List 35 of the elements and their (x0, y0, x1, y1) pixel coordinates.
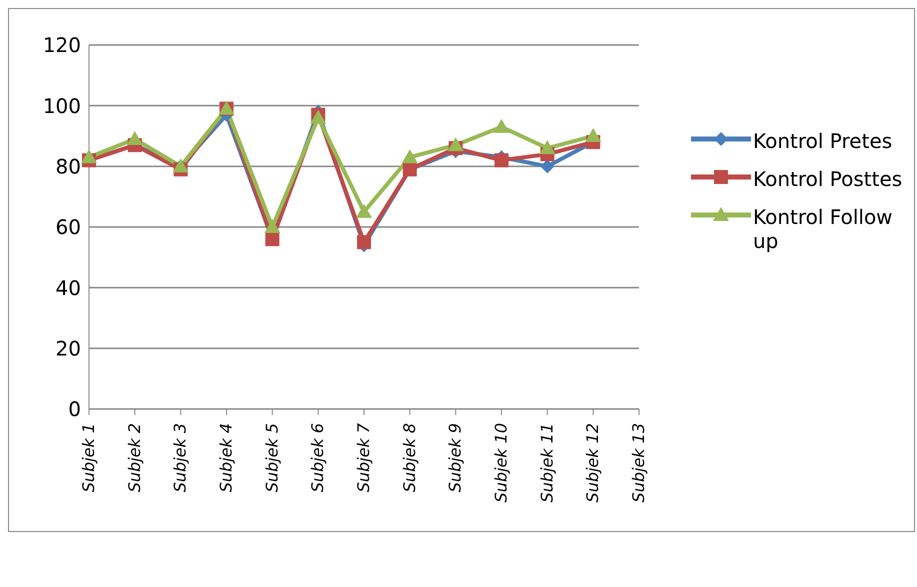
x-tick-label: Subjek 4 (216, 423, 236, 492)
x-tick-label: Subjek 13 (629, 423, 648, 502)
x-tick-label: Subjek 1 (79, 423, 98, 492)
y-tick-label: 60 (56, 215, 81, 240)
x-tick-label: Subjek 11 (537, 423, 556, 502)
legend-label: Kontrol Pretes (753, 129, 892, 153)
point (356, 204, 372, 218)
point (402, 149, 418, 164)
x-tick-label: Subjek 7 (354, 422, 373, 492)
x-tick-label: Subjek 10 (492, 423, 510, 502)
y-tick-label: 0 (68, 397, 81, 422)
x-tick-label: Subjek 3 (170, 423, 190, 492)
y-tick-label: 20 (56, 336, 81, 360)
point (539, 140, 556, 154)
x-tick-label: Subjek 8 (400, 423, 419, 492)
point (357, 235, 371, 250)
point (540, 159, 554, 174)
x-tick-label: Subjek 5 (262, 423, 282, 492)
x-tick-label: Subjek 12 (583, 423, 602, 502)
x-tick-label: Subjek 9 (446, 423, 465, 492)
point (448, 137, 464, 152)
point (494, 118, 510, 133)
legend-label: Kontrol Follow up (753, 205, 894, 253)
point (264, 219, 280, 233)
legend-label: Kontrol Posttes (753, 167, 902, 191)
point (494, 153, 508, 168)
point (585, 128, 602, 142)
y-tick-label: 100 (42, 94, 81, 118)
y-tick-label: 40 (56, 276, 81, 300)
y-tick-label: 80 (56, 154, 81, 178)
x-tick-label: Subjek 6 (308, 423, 328, 492)
point (81, 149, 97, 164)
y-tick-label: 120 (42, 33, 81, 58)
point (126, 131, 143, 146)
x-tick-label: Subjek 2 (124, 423, 144, 492)
